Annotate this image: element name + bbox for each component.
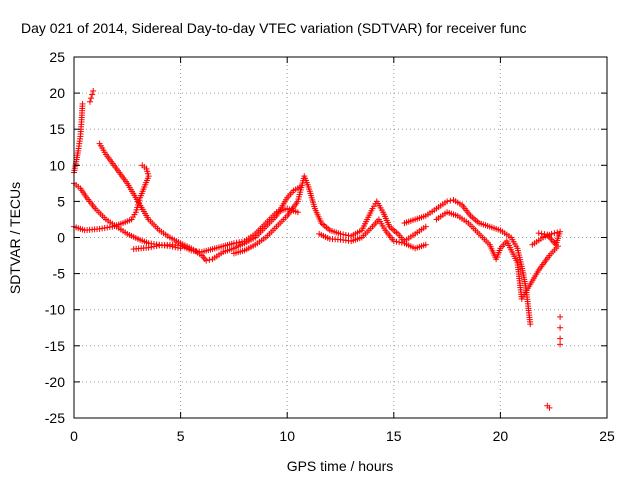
- data-point: [557, 313, 564, 320]
- data-point: [422, 241, 429, 248]
- data-point: [233, 239, 240, 246]
- x-tick-label: 0: [70, 428, 78, 444]
- data-point: [90, 87, 97, 94]
- x-tick-label: 10: [279, 428, 295, 444]
- data-point: [86, 98, 93, 105]
- x-tick-label: 20: [493, 428, 509, 444]
- x-tick-label: 25: [599, 428, 615, 444]
- data-point: [79, 100, 86, 107]
- series-track-b-burst: [86, 87, 97, 105]
- y-tick-label: -20: [45, 374, 65, 390]
- data-point: [551, 230, 558, 237]
- y-tick-label: 20: [49, 85, 65, 101]
- ticks-layer: 0 5 10 15 20 25 -25 -20 -15 -10 -5 0 5 10 15 20 25: [45, 49, 615, 444]
- series-track-l-outliers: [544, 313, 564, 411]
- data-point: [444, 198, 451, 205]
- y-tick-label: -15: [45, 338, 65, 354]
- y-tick-label: 10: [49, 157, 65, 173]
- y-tick-label: -10: [45, 302, 65, 318]
- data-point: [337, 230, 344, 237]
- data-point: [294, 209, 301, 216]
- data-point: [145, 244, 152, 251]
- data-point: [398, 239, 405, 246]
- grid-layer: [74, 57, 607, 418]
- data-point: [422, 223, 429, 230]
- x-tick-label: 15: [386, 428, 402, 444]
- data-point: [340, 231, 347, 238]
- data-point: [393, 238, 400, 245]
- data-point: [342, 231, 349, 238]
- y-tick-label: 15: [49, 121, 65, 137]
- chart-title: Day 021 of 2014, Sidereal Day-to-day VTE…: [21, 20, 527, 36]
- y-tick-label: 25: [49, 49, 65, 65]
- series-track-k-late: [529, 228, 564, 248]
- data-point: [206, 256, 213, 263]
- data-point: [148, 244, 155, 251]
- data-point: [203, 257, 210, 264]
- data-point: [557, 324, 564, 331]
- y-axis-title: SDTVAR / TECUs: [7, 182, 23, 294]
- data-point: [345, 232, 352, 239]
- y-tick-label: 0: [57, 230, 65, 246]
- data-point: [557, 341, 564, 348]
- y-tick-label: 5: [57, 193, 65, 209]
- data-point: [88, 95, 95, 102]
- data-point: [89, 91, 96, 98]
- series-track-j-night: [433, 209, 561, 302]
- data-point: [535, 230, 542, 237]
- series-track-e-midday: [71, 162, 152, 234]
- data-point: [236, 239, 243, 246]
- data-point: [230, 240, 237, 247]
- data-point: [153, 242, 160, 249]
- data-point: [150, 243, 157, 250]
- x-tick-label: 5: [177, 428, 185, 444]
- data-points-layer: [71, 87, 564, 411]
- data-point: [396, 239, 403, 246]
- data-point: [390, 238, 397, 245]
- data-point: [238, 238, 245, 245]
- data-point: [546, 404, 553, 411]
- x-axis-title: GPS time / hours: [287, 458, 394, 474]
- data-point: [527, 321, 534, 328]
- y-tick-label: -25: [45, 410, 65, 426]
- data-point: [557, 335, 564, 342]
- series-track-g-afternoon: [230, 173, 429, 257]
- data-point: [447, 197, 454, 204]
- series-track-h-evening: [316, 216, 429, 252]
- y-tick-label: -5: [53, 266, 66, 282]
